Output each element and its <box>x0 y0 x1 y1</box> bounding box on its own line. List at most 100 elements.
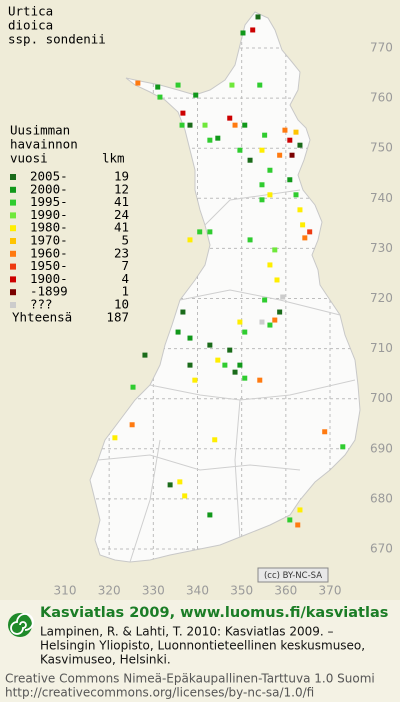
observation <box>259 319 265 325</box>
observation <box>272 247 278 253</box>
citation: Helsingin Yliopisto, Luonnontieteellinen… <box>40 639 365 653</box>
observation <box>287 137 293 143</box>
observation <box>229 82 235 88</box>
observation <box>142 352 148 358</box>
legend-count: 41 <box>114 220 129 235</box>
legend-swatch <box>10 225 16 232</box>
observation <box>267 262 273 268</box>
observation <box>207 512 213 518</box>
legend-label: -1899 <box>30 284 68 299</box>
footer-bg <box>0 600 400 702</box>
observation <box>297 142 303 148</box>
legend-label: ??? <box>30 297 53 312</box>
observation <box>322 429 328 435</box>
legend-title: Uusimman <box>10 123 70 138</box>
observation <box>237 362 243 368</box>
observation <box>187 362 193 368</box>
legend-label: 1960- <box>30 245 68 260</box>
observation <box>262 132 268 138</box>
observation <box>297 207 303 213</box>
observation <box>282 127 288 133</box>
observation <box>232 369 238 375</box>
observation <box>259 182 265 188</box>
y-label: 690 <box>370 441 393 455</box>
observation <box>193 92 199 98</box>
legend-count: 23 <box>114 245 129 260</box>
species-name: dioica <box>8 18 53 33</box>
legend-label: 1980- <box>30 220 68 235</box>
finland-outline <box>89 11 361 563</box>
observation <box>187 335 193 341</box>
observation <box>257 377 263 383</box>
footer-heading[interactable]: Kasviatlas 2009, www.luomus.fi/kasviatla… <box>40 605 388 621</box>
x-label: 310 <box>54 584 77 598</box>
y-label: 670 <box>370 542 393 556</box>
license-url[interactable]: http://creativecommons.org/licenses/by-n… <box>5 686 314 700</box>
observation <box>232 122 238 128</box>
legend-swatch <box>10 289 16 296</box>
observations <box>112 14 346 528</box>
observation <box>237 319 243 325</box>
observation <box>227 347 233 353</box>
observation <box>297 507 303 513</box>
y-label: 770 <box>370 41 393 55</box>
citation: Kasvimuseo, Helsinki. <box>40 653 171 667</box>
x-label: 370 <box>319 584 342 598</box>
observation <box>227 115 233 121</box>
legend-label: 1950- <box>30 258 68 273</box>
observation <box>267 192 273 198</box>
observation <box>129 422 135 428</box>
observation <box>197 229 203 235</box>
cc-badge-text[interactable]: (cc) BY-NC-SA <box>264 571 322 581</box>
observation <box>215 135 221 141</box>
legend-swatch <box>10 276 16 283</box>
observation <box>272 317 278 323</box>
observation <box>267 322 273 328</box>
observation <box>157 94 163 100</box>
observation <box>274 277 280 283</box>
logo <box>8 613 34 637</box>
observation <box>307 229 313 235</box>
legend-count: 4 <box>121 271 129 286</box>
observation <box>179 122 185 128</box>
observation <box>180 309 186 315</box>
observation <box>207 137 213 143</box>
observation <box>250 27 256 33</box>
legend-label: 1900- <box>30 271 68 286</box>
observation <box>180 110 186 116</box>
observation <box>289 152 295 158</box>
cc-badge[interactable] <box>257 567 329 583</box>
observation <box>259 197 265 203</box>
observation <box>242 329 248 335</box>
legend-title: vuosi <box>10 151 48 166</box>
y-label: 710 <box>370 341 393 355</box>
observation <box>247 157 253 163</box>
y-label: 700 <box>370 391 393 405</box>
observation <box>242 122 248 128</box>
legend-count: 19 <box>114 169 129 184</box>
observation <box>182 493 188 499</box>
citation: Lampinen, R. & Lahti, T. 2010: Kasviatla… <box>40 625 334 639</box>
legend-total: 187 <box>106 309 129 324</box>
legend-count: 41 <box>114 194 129 209</box>
legend-swatch <box>10 238 16 244</box>
legend-count: 1 <box>121 284 129 299</box>
observation <box>202 122 208 128</box>
observation <box>175 329 181 335</box>
observation <box>175 82 181 88</box>
legend-swatch <box>10 186 16 193</box>
x-label: 320 <box>98 584 121 598</box>
observation <box>340 444 346 450</box>
species-name: Urtica <box>8 4 53 19</box>
observation <box>207 229 213 235</box>
observation <box>293 192 299 198</box>
observation <box>215 357 221 363</box>
observation <box>240 30 246 36</box>
observation <box>135 80 141 86</box>
observation <box>302 235 308 241</box>
x-label: 350 <box>230 584 253 598</box>
observation <box>257 82 263 88</box>
y-label: 750 <box>370 141 393 155</box>
